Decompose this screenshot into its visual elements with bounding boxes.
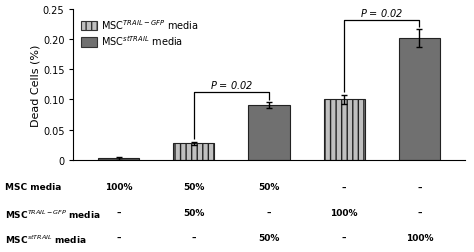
Bar — [173, 144, 214, 160]
Text: 50%: 50% — [258, 183, 280, 192]
Text: –: – — [342, 233, 346, 242]
Text: –: – — [191, 233, 196, 242]
Text: 50%: 50% — [183, 183, 204, 192]
Text: 100%: 100% — [406, 233, 433, 242]
Bar — [248, 106, 290, 160]
Text: –: – — [267, 208, 271, 217]
Text: 100%: 100% — [105, 183, 132, 192]
Text: –: – — [417, 208, 422, 217]
Bar — [98, 159, 139, 160]
Text: 50%: 50% — [258, 233, 280, 242]
Text: –: – — [116, 233, 121, 242]
Text: 50%: 50% — [183, 208, 204, 217]
Text: $P$ = 0.02: $P$ = 0.02 — [360, 7, 403, 19]
Text: 100%: 100% — [330, 208, 358, 217]
Text: –: – — [116, 208, 121, 217]
Bar — [324, 100, 365, 160]
Text: MSC$^{stTRAIL}$ media: MSC$^{stTRAIL}$ media — [5, 233, 86, 245]
Text: MSC$^{TRAIL-GFP}$ media: MSC$^{TRAIL-GFP}$ media — [5, 208, 100, 220]
Legend: MSC$^{TRAIL-GFP}$ media, MSC$^{stTRAIL}$ media: MSC$^{TRAIL-GFP}$ media, MSC$^{stTRAIL}$… — [78, 15, 201, 51]
Text: –: – — [417, 183, 422, 192]
Text: –: – — [342, 183, 346, 192]
Y-axis label: Dead Cells (%): Dead Cells (%) — [30, 44, 40, 126]
Bar — [399, 39, 440, 160]
Text: $P$ = 0.02: $P$ = 0.02 — [210, 78, 253, 90]
Text: MSC media: MSC media — [5, 183, 61, 192]
